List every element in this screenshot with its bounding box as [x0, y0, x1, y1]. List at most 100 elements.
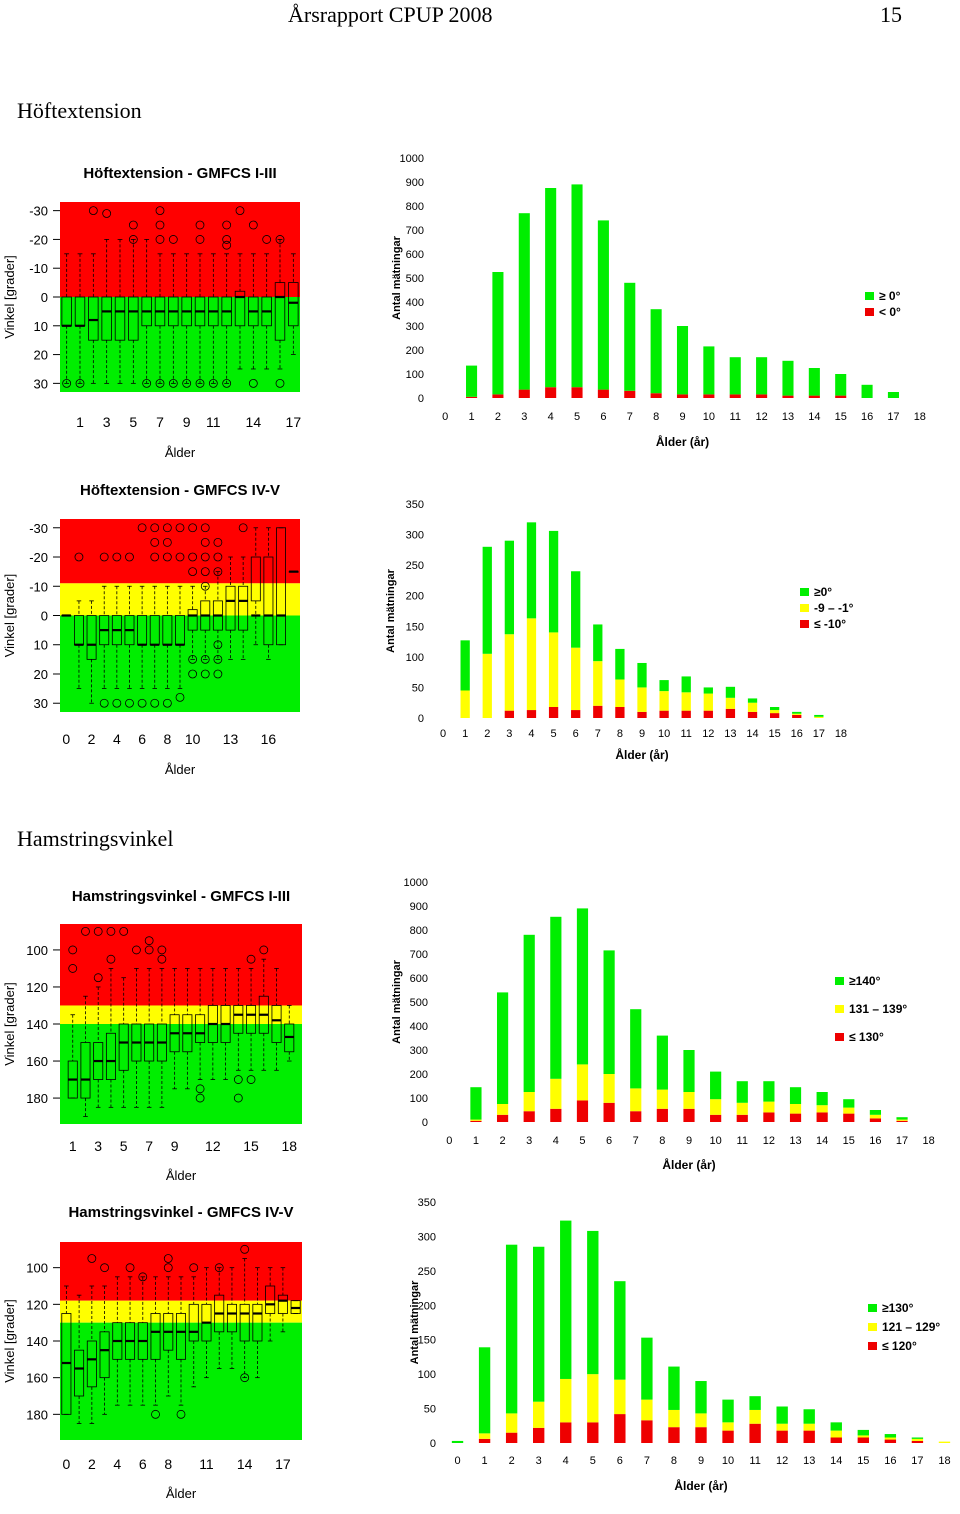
box-iqr: [274, 282, 286, 341]
bar-segment: [526, 522, 537, 619]
bar-segment: [676, 394, 689, 398]
bar-segment: [814, 714, 824, 717]
bar-segment: [861, 384, 873, 398]
bar-segment: [911, 1437, 924, 1439]
box-outlier: [200, 537, 210, 547]
bar-segment: [843, 1107, 855, 1114]
x-axis-label: Ålder (år): [662, 1157, 715, 1172]
x-tick-label: 15: [857, 1455, 869, 1467]
box-outlier: [150, 552, 160, 562]
x-axis-label: Ålder: [165, 445, 196, 460]
bar-segment: [630, 1009, 642, 1089]
x-tick-label: 8: [163, 731, 171, 747]
x-tick-label: 2: [484, 728, 490, 740]
box-outlier: [214, 1263, 224, 1273]
box-outlier: [222, 240, 232, 250]
bar-segment: [637, 711, 647, 718]
y-tick-label: 0: [418, 393, 424, 405]
x-tick-label: 10: [703, 411, 715, 423]
x-tick-label: 1: [468, 411, 474, 423]
bar-segment: [808, 368, 820, 396]
legend-swatch: [835, 1033, 844, 1041]
bar-segment: [614, 1379, 626, 1415]
x-tick-label: 5: [579, 1135, 585, 1147]
bar-segment: [816, 1112, 828, 1122]
bar-segment: [603, 950, 615, 1074]
bar-segment: [749, 1423, 761, 1443]
bar-segment: [615, 679, 625, 707]
legend-swatch: [800, 620, 809, 628]
legend-swatch: [835, 1005, 844, 1013]
bar-segment: [597, 220, 609, 390]
x-tick-label: 5: [120, 1138, 128, 1154]
bar-segment: [526, 618, 537, 711]
bar-segment: [681, 692, 691, 711]
bar-segment: [603, 1102, 615, 1122]
box-outlier: [68, 964, 78, 973]
box-outlier: [128, 235, 138, 244]
x-tick-label: 6: [606, 1135, 612, 1147]
x-tick-label: 17: [887, 411, 899, 423]
y-axis-label: Vinkel [grader]: [2, 255, 17, 339]
bar-segment: [703, 687, 713, 694]
box-chart-hoft-gmfcs-1-3: Höftextension - GMFCS I-III -30 -20 -10 0 10 2…: [2, 165, 301, 460]
bar-segment: [695, 1427, 707, 1443]
bar-segment: [505, 1244, 518, 1414]
y-tick-label: 400: [406, 297, 424, 309]
box-outlier: [150, 698, 160, 708]
x-tick-label: 5: [129, 414, 137, 430]
legend-label: 131 – 139°: [849, 1002, 907, 1016]
bar-segment: [571, 710, 581, 718]
bar-segment: [518, 213, 530, 390]
bar-segment: [769, 713, 780, 718]
x-tick-label: 11: [680, 728, 691, 740]
bar-segment: [548, 632, 559, 707]
x-tick-label: 12: [205, 1138, 221, 1154]
box-outlier: [151, 1409, 160, 1419]
box-iqr: [226, 1303, 237, 1333]
x-tick-label: 16: [261, 731, 277, 747]
box-outlier: [119, 927, 129, 936]
x-tick-label: 2: [88, 1456, 96, 1472]
box-outlier: [175, 692, 185, 702]
bar-segment: [756, 394, 768, 398]
bar-segment: [614, 1414, 626, 1443]
x-tick-label: 15: [843, 1135, 855, 1147]
box-outlier: [106, 927, 116, 936]
bar-segment: [571, 647, 581, 711]
box-outlier: [157, 945, 167, 955]
y-tick-label: -20: [29, 550, 48, 565]
box-outlier: [213, 669, 223, 679]
x-tick-label: 0: [446, 1135, 452, 1147]
y-tick-label: 180: [26, 1407, 48, 1422]
bar-segment: [576, 1100, 589, 1122]
bar-segment: [789, 1104, 802, 1114]
x-tick-label: 12: [763, 1135, 775, 1147]
bar-segment: [938, 1441, 951, 1443]
x-tick-label: 10: [710, 1135, 722, 1147]
band-region: [60, 1242, 302, 1301]
bar-segment: [496, 1104, 509, 1115]
legend-label: ≥0°: [814, 585, 832, 599]
y-tick-label: 900: [410, 901, 428, 913]
band-region: [60, 1024, 302, 1124]
legend-swatch: [865, 308, 874, 316]
bar-segment: [763, 1112, 775, 1122]
bar-segment: [656, 1108, 668, 1122]
bar-segment: [843, 1113, 855, 1122]
y-tick-label: 300: [410, 1045, 428, 1057]
box-outlier: [99, 698, 109, 708]
bar-segment: [576, 908, 589, 1065]
bar-segment: [803, 1423, 815, 1431]
y-tick-label: 500: [406, 273, 424, 285]
bar-segment: [523, 934, 535, 1092]
x-tick-label: 18: [835, 728, 847, 740]
chart-title: Höftextension - GMFCS IV-V: [80, 482, 280, 499]
x-tick-label: 18: [914, 411, 926, 423]
y-tick-label: -10: [29, 261, 48, 276]
bar-segment: [710, 1071, 722, 1100]
bar-segment: [789, 1087, 802, 1104]
x-tick-label: 10: [185, 731, 201, 747]
box-chart-hamstring-gmfcs-4-5: Hamstringsvinkel - GMFCS IV-V10012014016…: [2, 1204, 302, 1501]
box-iqr: [86, 615, 97, 660]
